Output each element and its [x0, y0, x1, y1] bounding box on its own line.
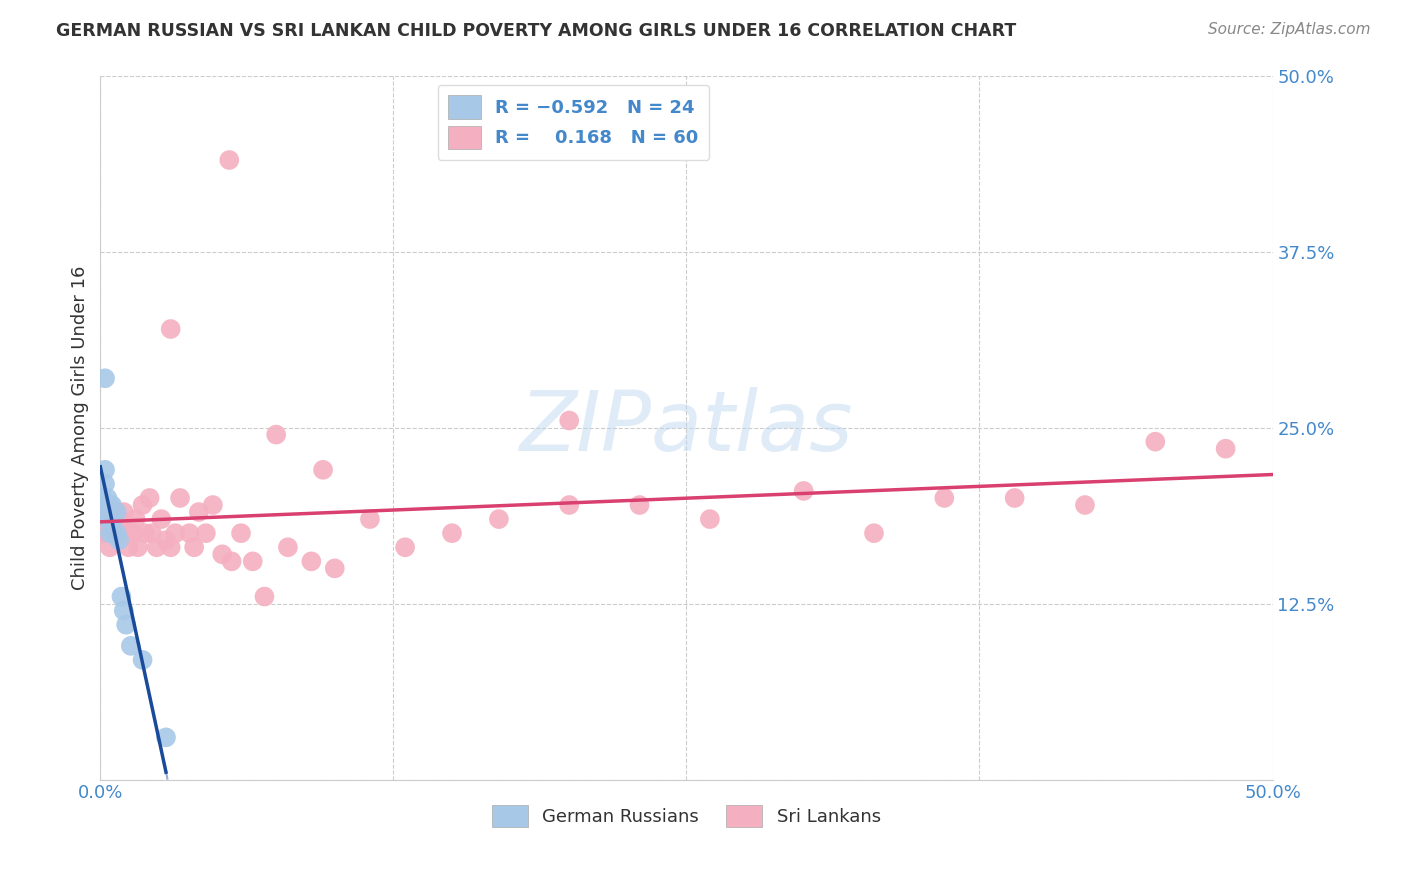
Point: [108, 533, 131, 548]
Point: [117, 541, 139, 555]
Point: [94, 371, 117, 385]
Point: [101, 519, 124, 533]
Point: [108, 512, 131, 526]
Point: [187, 505, 209, 519]
Point: [150, 512, 173, 526]
Text: ZIPatlas: ZIPatlas: [520, 387, 853, 468]
Point: [105, 526, 128, 541]
Point: [1004, 491, 1026, 505]
Point: [115, 617, 138, 632]
Point: [934, 491, 956, 505]
Point: [98, 512, 121, 526]
Point: [211, 547, 233, 561]
Point: [229, 526, 252, 541]
Point: [110, 590, 132, 604]
Point: [194, 526, 217, 541]
Point: [94, 476, 117, 491]
Point: [105, 526, 128, 541]
Point: [145, 541, 167, 555]
Point: [394, 541, 416, 555]
Point: [312, 463, 335, 477]
Point: [253, 590, 276, 604]
Point: [323, 561, 346, 575]
Point: [94, 526, 117, 541]
Point: [98, 512, 121, 526]
Point: [242, 554, 264, 568]
Point: [141, 526, 163, 541]
Point: [110, 526, 132, 541]
Text: GERMAN RUSSIAN VS SRI LANKAN CHILD POVERTY AMONG GIRLS UNDER 16 CORRELATION CHAR: GERMAN RUSSIAN VS SRI LANKAN CHILD POVER…: [56, 22, 1017, 40]
Point: [277, 541, 299, 555]
Point: [299, 554, 322, 568]
Legend: German Russians, Sri Lankans: German Russians, Sri Lankans: [485, 797, 889, 834]
Point: [699, 512, 721, 526]
Point: [159, 541, 181, 555]
Point: [98, 526, 121, 541]
Point: [122, 526, 145, 541]
Point: [1144, 434, 1167, 449]
Text: Source: ZipAtlas.com: Source: ZipAtlas.com: [1208, 22, 1371, 37]
Point: [101, 498, 124, 512]
Point: [96, 491, 118, 505]
Point: [96, 519, 118, 533]
Point: [103, 505, 125, 519]
Point: [440, 526, 463, 541]
Point: [264, 427, 287, 442]
Point: [218, 153, 240, 167]
Point: [120, 639, 142, 653]
Point: [94, 512, 117, 526]
Point: [165, 526, 187, 541]
Point: [863, 526, 886, 541]
Point: [94, 463, 117, 477]
Point: [91, 491, 114, 505]
Point: [134, 526, 156, 541]
Point: [91, 498, 114, 512]
Point: [488, 512, 510, 526]
Point: [131, 653, 153, 667]
Point: [1074, 498, 1097, 512]
Point: [103, 526, 125, 541]
Point: [98, 498, 121, 512]
Point: [91, 526, 114, 541]
Point: [558, 413, 581, 427]
Point: [124, 512, 146, 526]
Point: [558, 498, 581, 512]
Point: [159, 322, 181, 336]
Point: [221, 554, 243, 568]
Point: [127, 541, 149, 555]
Point: [793, 483, 815, 498]
Y-axis label: Child Poverty Among Girls Under 16: Child Poverty Among Girls Under 16: [72, 266, 89, 590]
Point: [105, 505, 128, 519]
Point: [201, 498, 224, 512]
Point: [103, 526, 125, 541]
Point: [101, 512, 124, 526]
Point: [96, 498, 118, 512]
Point: [115, 526, 138, 541]
Point: [183, 541, 205, 555]
Point: [179, 526, 201, 541]
Point: [112, 604, 135, 618]
Point: [112, 505, 135, 519]
Point: [359, 512, 381, 526]
Point: [101, 526, 124, 541]
Point: [98, 541, 121, 555]
Point: [131, 498, 153, 512]
Point: [96, 512, 118, 526]
Point: [1215, 442, 1237, 456]
Point: [138, 491, 160, 505]
Point: [628, 498, 651, 512]
Point: [169, 491, 191, 505]
Point: [155, 731, 177, 745]
Point: [155, 533, 177, 548]
